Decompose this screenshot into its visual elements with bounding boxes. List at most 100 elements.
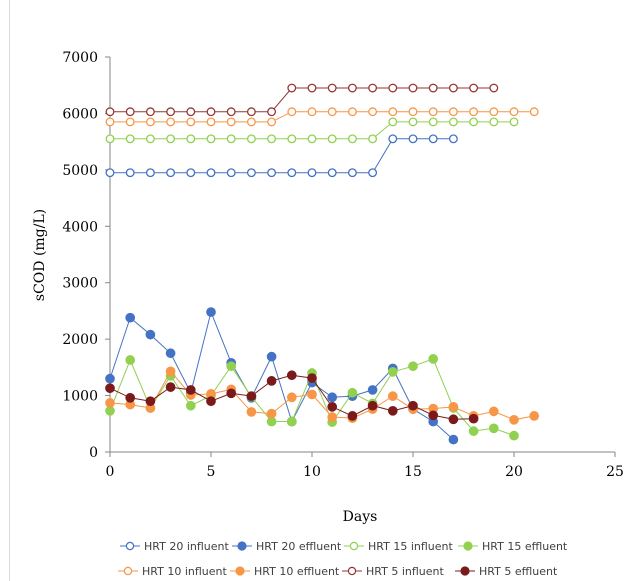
data-point — [166, 168, 176, 178]
data-point — [368, 107, 378, 117]
data-point — [448, 434, 459, 445]
data-point — [347, 387, 358, 398]
y-tick-label: 3000 — [62, 276, 98, 292]
data-point — [165, 348, 176, 359]
data-point — [367, 385, 378, 395]
legend-marker — [123, 566, 133, 576]
data-point — [105, 117, 115, 127]
data-point — [166, 134, 176, 144]
data-point — [469, 117, 479, 127]
data-point — [246, 134, 256, 144]
data-point — [347, 168, 357, 178]
data-point — [145, 329, 156, 340]
data-point — [226, 388, 237, 399]
data-point — [307, 83, 317, 93]
data-point — [287, 168, 297, 178]
data-point — [165, 382, 176, 392]
data-point — [145, 117, 155, 127]
data-point — [307, 389, 317, 400]
data-point — [246, 407, 257, 417]
y-tick-label: 5000 — [62, 163, 98, 179]
data-point — [206, 117, 216, 127]
legend-marker — [460, 566, 470, 576]
data-point — [185, 400, 196, 411]
legend-marker — [463, 541, 473, 551]
data-point — [226, 361, 237, 372]
legend-item: HRT 10 effluent — [230, 565, 340, 578]
data-point — [105, 134, 115, 144]
data-point — [387, 391, 398, 401]
data-point — [266, 376, 277, 386]
data-point — [145, 134, 155, 144]
data-point — [368, 134, 378, 144]
legend-label: HRT 15 influent — [368, 540, 453, 553]
data-point — [287, 134, 297, 144]
data-point — [408, 83, 418, 93]
data-point — [266, 351, 277, 362]
data-point — [105, 405, 115, 416]
legend-item: HRT 15 influent — [344, 540, 453, 553]
data-point — [347, 134, 357, 144]
data-point — [408, 134, 418, 144]
data-point — [186, 134, 196, 144]
data-point — [186, 107, 196, 117]
data-point — [307, 373, 317, 383]
data-point — [489, 83, 499, 93]
data-point — [448, 107, 458, 117]
data-point — [408, 117, 418, 127]
data-point — [469, 107, 479, 117]
legend-item: HRT 15 effluent — [458, 540, 568, 553]
data-point — [509, 414, 519, 425]
x-tick-label: 20 — [505, 464, 523, 480]
data-point — [509, 107, 519, 117]
series-line — [109, 310, 454, 440]
data-point — [468, 426, 479, 436]
legend-label: HRT 5 effluent — [479, 565, 558, 578]
data-point — [327, 134, 337, 144]
data-point — [448, 134, 458, 144]
data-point — [448, 414, 459, 425]
data-point — [226, 168, 236, 178]
data-point — [327, 402, 338, 412]
data-point — [307, 107, 317, 117]
series-line — [109, 370, 535, 421]
data-point — [185, 385, 196, 395]
data-point — [105, 107, 115, 117]
data-point — [125, 117, 135, 127]
data-point — [347, 107, 357, 117]
data-point — [166, 117, 176, 127]
series-layer — [105, 83, 540, 445]
data-point — [266, 408, 277, 419]
data-point — [428, 117, 438, 127]
data-point — [267, 117, 277, 127]
series-hrt-20-effluent — [105, 307, 459, 445]
data-point — [105, 373, 115, 384]
data-point — [206, 307, 216, 317]
data-point — [469, 83, 479, 93]
legend-marker — [237, 541, 247, 551]
legend-label: HRT 10 influent — [142, 565, 227, 578]
data-point — [125, 355, 136, 365]
legend-item: HRT 5 effluent — [455, 565, 558, 578]
y-tick-label: 2000 — [62, 332, 98, 348]
data-point — [408, 400, 418, 411]
legend-item: HRT 20 effluent — [232, 540, 342, 553]
figure-border-line — [9, 0, 10, 581]
legend-marker — [347, 566, 357, 576]
axes: 0 1000 2000 3000 4000 5000 6000 7000 0 5 10 15 20 25 — [62, 50, 624, 480]
data-point — [428, 354, 439, 364]
data-point — [428, 107, 438, 117]
data-point — [145, 396, 156, 407]
data-point — [125, 107, 135, 117]
data-point — [267, 107, 277, 117]
data-point — [287, 107, 297, 117]
data-point — [206, 134, 216, 144]
data-point — [226, 107, 236, 117]
data-point — [448, 117, 458, 127]
data-point — [125, 168, 135, 178]
data-point — [489, 107, 499, 117]
y-axis-title: sCOD (mg/L) — [32, 209, 48, 301]
legend-marker — [235, 566, 245, 576]
data-point — [408, 107, 418, 117]
